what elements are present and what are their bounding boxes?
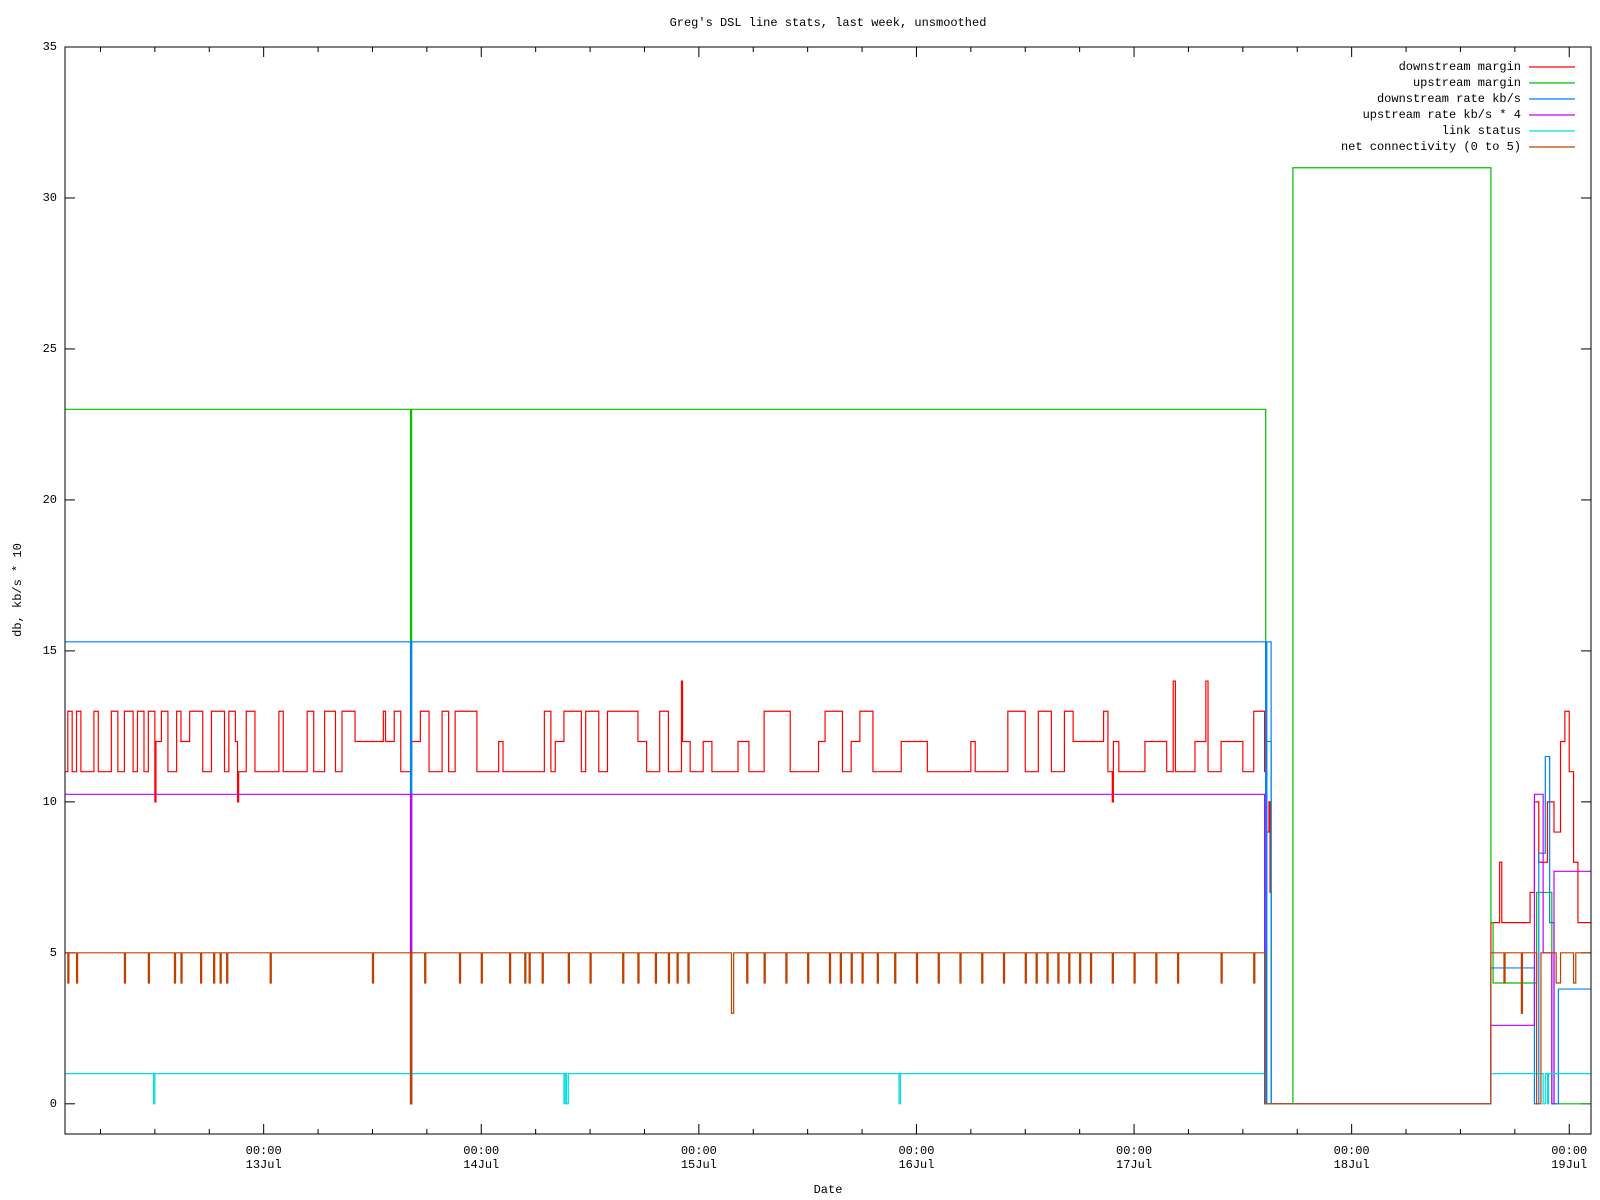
x-tick-label: 00:00	[681, 1144, 717, 1158]
chart-title: Greg's DSL line stats, last week, unsmoo…	[670, 16, 987, 30]
x-tick-label: 00:00	[463, 1144, 499, 1158]
x-tick-date: 19Jul	[1551, 1158, 1587, 1172]
x-tick-label: 00:00	[1334, 1144, 1370, 1158]
x-tick-date: 14Jul	[463, 1158, 499, 1172]
series-line	[65, 952, 1591, 1105]
legend-label: downstream margin	[1399, 60, 1521, 74]
x-tick-date: 18Jul	[1334, 1158, 1370, 1172]
x-tick-label: 00:00	[1551, 1144, 1587, 1158]
plot-frame	[64, 46, 1592, 1135]
y-tick-label: 0	[50, 1097, 57, 1111]
legend-label: downstream rate kb/s	[1377, 92, 1521, 106]
y-tick-label: 15	[43, 644, 57, 658]
y-tick-label: 25	[43, 342, 57, 356]
series-line	[65, 167, 1591, 1105]
x-tick-date: 16Jul	[898, 1158, 934, 1172]
x-tick-date: 17Jul	[1116, 1158, 1152, 1172]
x-tick-label: 00:00	[246, 1144, 282, 1158]
legend-label: link status	[1442, 124, 1521, 138]
y-tick-label: 30	[43, 191, 57, 205]
series-line	[65, 793, 1591, 1105]
y-axis-label: db, kb/s * 10	[11, 543, 25, 637]
series-line	[65, 641, 1591, 1105]
legend-label: net connectivity (0 to 5)	[1341, 140, 1521, 154]
legend-label: upstream margin	[1413, 76, 1521, 90]
series-line	[65, 680, 1591, 1105]
y-tick-label: 10	[43, 795, 57, 809]
y-tick-label: 20	[43, 493, 57, 507]
x-axis-label: Date	[814, 1183, 843, 1197]
x-tick-label: 00:00	[1116, 1144, 1152, 1158]
series-line	[65, 1073, 1591, 1105]
y-tick-label: 35	[43, 40, 57, 54]
x-tick-date: 13Jul	[246, 1158, 282, 1172]
legend-label: upstream rate kb/s * 4	[1363, 108, 1521, 122]
x-tick-date: 15Jul	[681, 1158, 717, 1172]
x-tick-label: 00:00	[898, 1144, 934, 1158]
y-tick-label: 5	[50, 946, 57, 960]
